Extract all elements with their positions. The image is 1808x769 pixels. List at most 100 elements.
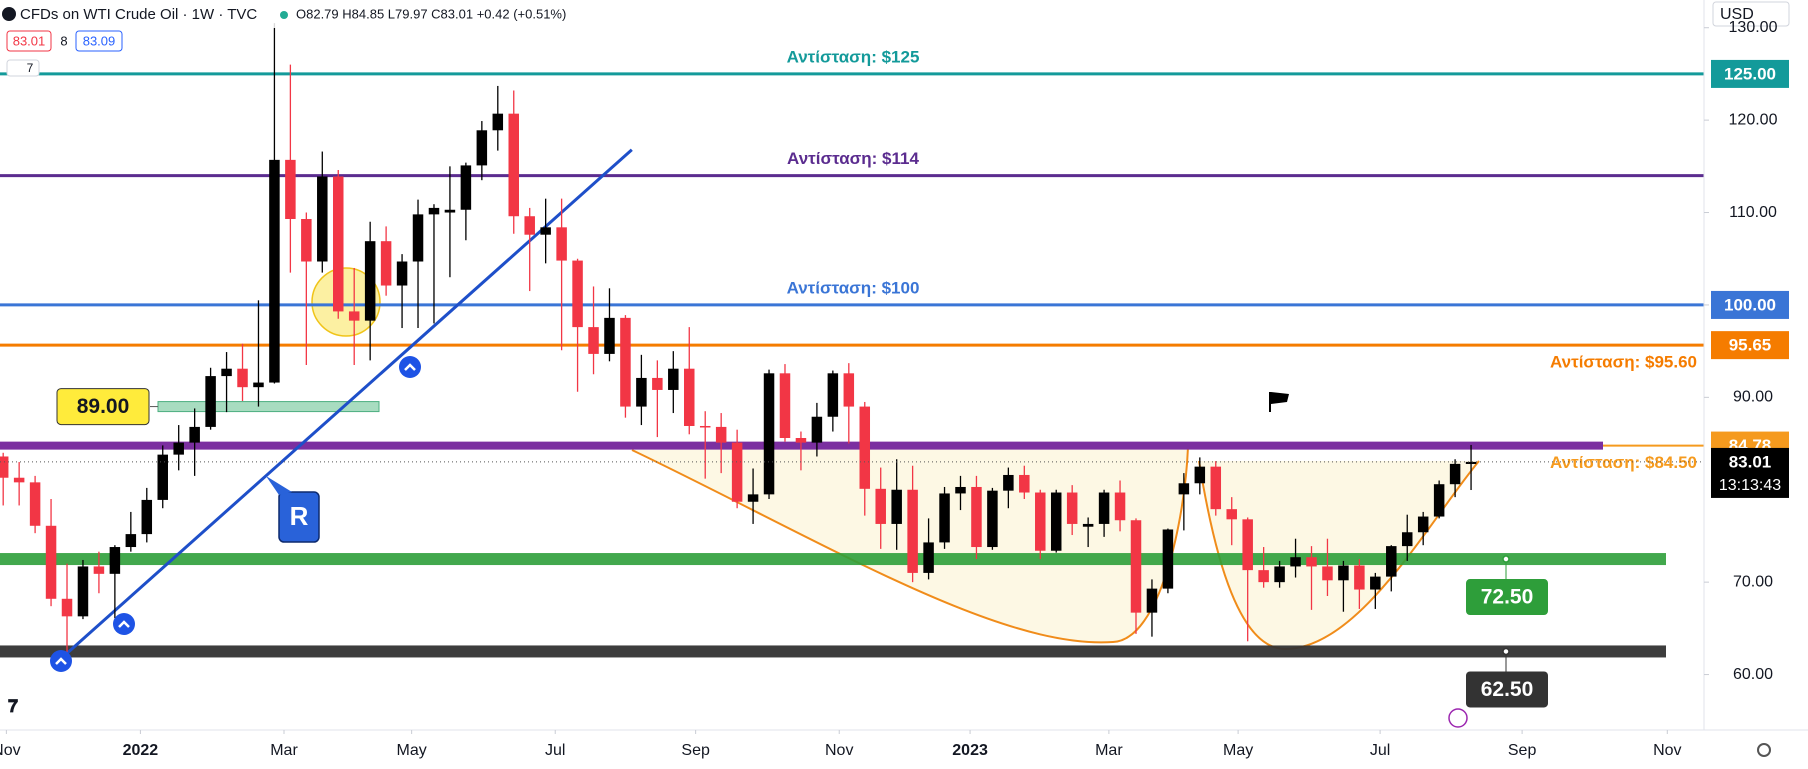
candle-body — [1306, 557, 1317, 567]
candle-body — [827, 373, 839, 417]
candle-body — [205, 376, 216, 427]
highlight-circle — [311, 267, 381, 337]
candle-body — [556, 227, 567, 261]
y-tick-label: 90.00 — [1733, 389, 1773, 406]
annotation-box — [278, 491, 320, 543]
candle-body — [45, 525, 57, 599]
candle-body — [508, 113, 520, 217]
candle-body — [1449, 463, 1461, 485]
x-tick-label: Mar — [270, 742, 298, 759]
candle-body — [1370, 576, 1381, 590]
candle-body — [0, 456, 9, 478]
zone-dot — [1502, 555, 1510, 563]
candle-body — [444, 209, 456, 213]
bid: 83.01 — [13, 33, 46, 48]
candle-body — [93, 566, 105, 574]
candle-body — [221, 368, 232, 377]
candle-body — [1274, 566, 1285, 583]
y-tick-label: 130.00 — [1729, 19, 1778, 36]
candle-body — [699, 425, 711, 428]
candle-body — [412, 214, 424, 262]
candle-body — [684, 368, 695, 426]
x-tick-label: Nov — [1653, 742, 1681, 759]
candle-body — [1162, 529, 1174, 589]
level-text: Αντίσταση: $95.60 — [1550, 353, 1697, 372]
candle-body — [332, 176, 344, 312]
arrow-glyphs — [55, 363, 416, 665]
spread: 8 — [60, 33, 67, 48]
x-tick-label: Jul — [545, 742, 565, 759]
currency-box[interactable] — [1712, 1, 1790, 27]
settings-icon[interactable] — [1757, 743, 1771, 757]
candle-body — [1417, 516, 1429, 533]
candle-body — [301, 219, 312, 262]
candle-body — [747, 494, 759, 502]
candle-body — [843, 373, 855, 407]
candle-body — [1242, 519, 1253, 571]
ask-box — [75, 30, 123, 52]
candle-body — [29, 482, 41, 526]
level-text: Αντίσταση: $84.50 — [1550, 453, 1697, 472]
market-status — [280, 11, 288, 19]
x-tick-label: Nov — [0, 742, 21, 759]
candle-body — [380, 241, 392, 286]
candle-body — [907, 489, 918, 573]
y-tick-label: 110.00 — [1729, 204, 1777, 221]
candle-body — [524, 216, 535, 235]
marker-label-box — [56, 388, 150, 426]
alert-icon[interactable] — [1448, 708, 1468, 728]
arrow-markers — [50, 356, 421, 672]
chart-title: CFDs on WTI Crude Oil · 1W · TVC — [20, 6, 257, 23]
candle-body — [237, 368, 248, 388]
candle-body — [1146, 588, 1158, 613]
candle-body — [859, 406, 871, 489]
candle-body — [77, 566, 89, 617]
candle-body — [875, 488, 886, 524]
candle-body — [1338, 565, 1349, 581]
x-tick-label: 2023 — [952, 742, 988, 759]
candle-body — [1226, 509, 1237, 520]
ask: 83.09 — [83, 33, 116, 48]
y-tick-label: 120.00 — [1729, 111, 1778, 128]
candle-body — [636, 377, 647, 407]
candle-body — [923, 542, 934, 573]
candle-body — [1050, 492, 1062, 551]
candle-body — [763, 373, 775, 495]
candle-body — [109, 547, 121, 574]
annotation-text: R — [290, 501, 309, 531]
currency: USD — [1720, 6, 1754, 23]
candle-body — [955, 486, 966, 494]
level-text: Αντίσταση: $100 — [787, 278, 920, 297]
zone-label: 72.50 — [1481, 586, 1534, 609]
candle-body — [652, 377, 663, 390]
y-tick-label: 70.00 — [1733, 573, 1773, 590]
candle-body — [1098, 492, 1110, 524]
candle-body — [253, 382, 264, 388]
candle-body — [1401, 532, 1413, 547]
candle-body — [428, 207, 440, 215]
candle-body — [779, 373, 791, 438]
candle-body — [795, 438, 807, 443]
countdown: 13:13:43 — [1719, 477, 1781, 494]
candle-body — [317, 176, 328, 262]
zone-dot — [1502, 647, 1510, 656]
flag-icon — [1269, 392, 1289, 412]
candle-body — [1066, 492, 1078, 524]
candle-body — [173, 442, 184, 455]
marker-label: 89.00 — [77, 395, 130, 418]
x-tick-label: May — [1223, 742, 1253, 759]
price-tag: 95.65 — [1729, 336, 1772, 355]
last-price-box — [1711, 447, 1789, 498]
candle-body — [604, 317, 615, 354]
candle-body — [1354, 565, 1365, 590]
candle-body — [1130, 520, 1142, 613]
trendline — [62, 148, 633, 658]
indicators-box[interactable] — [6, 59, 40, 77]
candle-body — [715, 426, 727, 443]
y-tick-label: 60.00 — [1733, 666, 1773, 683]
x-tick-label: 2022 — [123, 742, 159, 759]
x-tick-label: Mar — [1095, 742, 1123, 759]
candle-body — [476, 130, 488, 166]
symbol-icon — [2, 7, 16, 21]
candle-body — [1194, 466, 1206, 484]
